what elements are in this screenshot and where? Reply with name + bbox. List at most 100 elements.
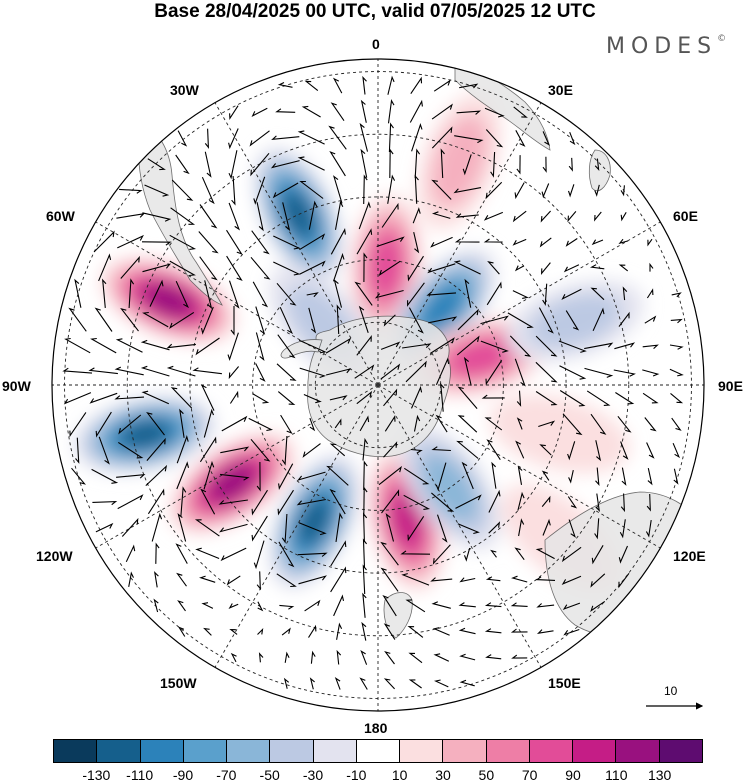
meridian-210 bbox=[208, 384, 379, 679]
wind-vector-46 bbox=[414, 148, 421, 179]
meridian-60 bbox=[377, 215, 672, 386]
wind-vector-238 bbox=[170, 387, 193, 409]
wind-vector-167 bbox=[200, 306, 214, 335]
wind-vector-224 bbox=[435, 357, 450, 386]
wind-vector-350 bbox=[620, 493, 626, 513]
wind-vector-273 bbox=[457, 415, 478, 433]
colorbar-swatch-1 bbox=[97, 740, 141, 762]
anomaly-pos-11-ring-2 bbox=[431, 115, 488, 208]
wind-vector-151 bbox=[407, 282, 425, 307]
wind-vector-394 bbox=[128, 571, 134, 588]
wind-vector-375 bbox=[155, 542, 160, 564]
wind-vector-276 bbox=[538, 420, 556, 428]
wind-vector-374 bbox=[125, 544, 136, 563]
wind-vector-55 bbox=[144, 184, 170, 197]
colorbar-tick-3: -70 bbox=[216, 767, 237, 783]
wind-vector-178 bbox=[480, 315, 509, 325]
wind-vector-466 bbox=[433, 679, 449, 688]
wind-vector-139 bbox=[101, 278, 107, 308]
wind-vector-347 bbox=[541, 495, 551, 507]
wind-vector-423 bbox=[382, 594, 397, 617]
wind-vector-134 bbox=[563, 264, 580, 273]
wind-vector-130 bbox=[453, 260, 481, 275]
wind-vector-71 bbox=[567, 184, 575, 198]
wind-vector-433 bbox=[203, 627, 212, 636]
wind-vector-232 bbox=[642, 369, 660, 377]
wind-vector-286 bbox=[176, 435, 189, 464]
wind-vector-40 bbox=[250, 152, 270, 177]
wind-vector-11 bbox=[301, 105, 321, 118]
lon-label-150e: 150E bbox=[548, 675, 581, 691]
wind-vector-422 bbox=[362, 592, 367, 618]
wind-vector-432 bbox=[177, 626, 186, 637]
wind-vector-387 bbox=[463, 547, 471, 562]
wind-vector-385 bbox=[400, 550, 431, 555]
wind-vector-213 bbox=[140, 365, 170, 377]
lon-label-90w: 90W bbox=[2, 378, 31, 394]
wind-vector-226 bbox=[485, 359, 503, 386]
wind-vector-177 bbox=[457, 308, 479, 331]
wind-vector-10 bbox=[275, 108, 296, 113]
wind-vector-411 bbox=[561, 575, 582, 585]
wind-vector-144 bbox=[228, 280, 240, 309]
wind-vector-136 bbox=[618, 264, 629, 272]
wind-vector-269 bbox=[359, 415, 370, 432]
wind-vector-271 bbox=[413, 414, 421, 432]
wind-vector-200 bbox=[429, 337, 455, 354]
wind-vector-400 bbox=[276, 573, 297, 588]
wind-vector-230 bbox=[584, 367, 614, 378]
wind-vector-225 bbox=[463, 356, 472, 386]
colorbar-swatch-4 bbox=[227, 740, 271, 762]
wind-vector-174 bbox=[383, 314, 396, 327]
wind-vector-331 bbox=[117, 494, 144, 510]
wind-vector-464 bbox=[383, 678, 396, 690]
wind-vector-393 bbox=[618, 545, 629, 564]
wind-vector-336 bbox=[251, 489, 268, 516]
wind-vector-465 bbox=[408, 679, 422, 689]
wind-vector-57 bbox=[201, 176, 215, 205]
wind-vector-310 bbox=[176, 461, 190, 490]
wind-vector-235 bbox=[89, 392, 118, 404]
wind-vector-293 bbox=[362, 437, 369, 461]
wind-vector-229 bbox=[559, 365, 587, 380]
wind-vector-237 bbox=[141, 390, 170, 405]
wind-vector-451 bbox=[310, 650, 316, 664]
wind-vector-315 bbox=[297, 471, 326, 481]
wind-vector-113 bbox=[591, 239, 604, 246]
wind-vector-119 bbox=[169, 260, 196, 277]
colorbar-tick-5: -30 bbox=[302, 767, 324, 783]
wind-vector-199 bbox=[402, 343, 432, 349]
wind-vector-312 bbox=[220, 473, 250, 481]
wind-vector-370 bbox=[568, 519, 576, 538]
wind-vector-398 bbox=[226, 575, 241, 586]
wind-vector-25 bbox=[297, 130, 325, 145]
wind-vector-272 bbox=[435, 414, 448, 433]
wind-vector-56 bbox=[171, 179, 194, 201]
wind-vector-320 bbox=[435, 462, 447, 492]
wind-vector-82 bbox=[334, 200, 344, 230]
wind-vector-92 bbox=[594, 211, 602, 222]
wind-vector-415 bbox=[177, 600, 186, 612]
pole-marker bbox=[376, 383, 380, 387]
wind-vector-342 bbox=[403, 494, 431, 510]
wind-vector-402 bbox=[330, 566, 347, 593]
wind-vector-390 bbox=[535, 548, 555, 560]
wind-vector-84 bbox=[381, 202, 399, 228]
wind-vector-68 bbox=[485, 181, 503, 200]
wind-vector-74 bbox=[116, 212, 146, 219]
wind-vector-96 bbox=[141, 241, 172, 246]
wind-vector-461 bbox=[309, 677, 315, 690]
wind-vector-215 bbox=[192, 367, 222, 375]
brand-name: MODES bbox=[606, 34, 718, 59]
wind-vector-297 bbox=[456, 440, 479, 459]
wind-vector-12 bbox=[330, 102, 345, 122]
wind-vector-352 bbox=[95, 522, 114, 533]
wind-vector-94 bbox=[93, 230, 115, 253]
wind-vector-298 bbox=[486, 439, 501, 460]
wind-vector-121 bbox=[226, 255, 243, 281]
wind-vector-0 bbox=[277, 82, 293, 88]
colorbar-tick-4: -50 bbox=[259, 767, 280, 783]
wind-vector-33 bbox=[515, 130, 526, 147]
africa-south bbox=[454, 59, 551, 151]
wind-vector-164 bbox=[120, 307, 139, 332]
